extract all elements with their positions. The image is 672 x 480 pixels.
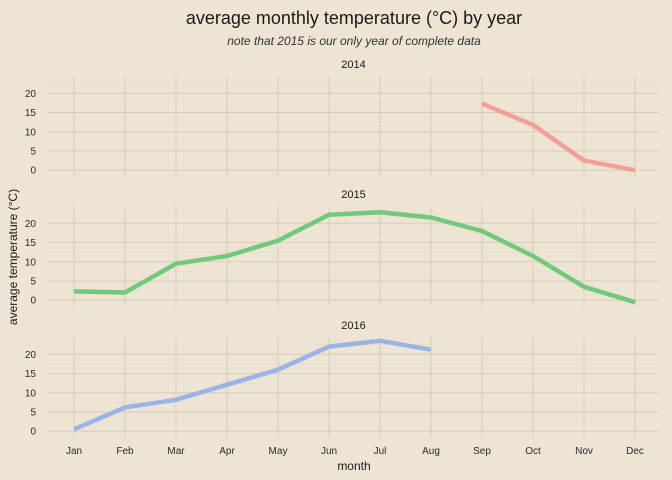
y-tick-label: 15 xyxy=(25,369,37,380)
y-tick-label: 20 xyxy=(25,350,37,361)
y-tick-label: 0 xyxy=(30,427,36,438)
x-tick-label: May xyxy=(269,446,288,457)
x-tick-label: Oct xyxy=(525,446,541,457)
facet-panels: 2014 0 5 10 15 20 2015 0 5 10 15 20 2016 0 5 10 15 20 xyxy=(25,59,659,438)
chart-subtitle: note that 2015 is our only year of compl… xyxy=(227,34,481,48)
x-tick-labels: Jan Feb Mar Apr May Jun Jul Aug Sep Oct Nov Dec xyxy=(66,446,644,457)
x-tick-label: Feb xyxy=(116,446,134,457)
y-tick-label: 20 xyxy=(25,89,37,100)
y-tick-label: 20 xyxy=(25,219,37,230)
series-line-2014 xyxy=(481,101,636,173)
y-tick-label: 10 xyxy=(25,388,37,399)
x-tick-label: Mar xyxy=(167,446,185,457)
y-tick-label: 10 xyxy=(25,127,37,138)
facet-panel-2014: 2014 0 5 10 15 20 xyxy=(25,59,659,177)
x-tick-label: Jan xyxy=(66,446,82,457)
facet-panel-2015: 2015 0 5 10 15 20 xyxy=(25,189,659,307)
x-tick-label: Sep xyxy=(473,446,491,457)
chart-title: average monthly temperature (°C) by year xyxy=(186,8,522,28)
x-tick-label: Apr xyxy=(219,446,235,457)
y-axis-label: average temperature (°C) xyxy=(6,189,20,325)
x-tick-label: Nov xyxy=(575,446,593,457)
series-line-2016 xyxy=(73,338,432,432)
x-tick-label: Aug xyxy=(422,446,440,457)
x-tick-label: Jul xyxy=(374,446,387,457)
x-axis-label: month xyxy=(337,459,370,473)
facet-label: 2016 xyxy=(341,320,365,332)
facet-panel-2016: 2016 0 5 10 15 20 xyxy=(25,320,659,438)
y-tick-label: 10 xyxy=(25,257,37,268)
y-tick-label: 15 xyxy=(25,108,37,119)
x-tick-label: Jun xyxy=(321,446,337,457)
y-tick-label: 0 xyxy=(30,166,36,177)
series-line-2015 xyxy=(73,209,636,305)
x-tick-label: Dec xyxy=(626,446,644,457)
facet-label: 2014 xyxy=(341,59,365,71)
y-tick-label: 5 xyxy=(30,277,36,288)
y-tick-label: 5 xyxy=(30,408,36,419)
facet-label: 2015 xyxy=(341,189,365,201)
y-tick-label: 5 xyxy=(30,147,36,158)
y-tick-label: 15 xyxy=(25,238,37,249)
y-tick-label: 0 xyxy=(30,296,36,307)
